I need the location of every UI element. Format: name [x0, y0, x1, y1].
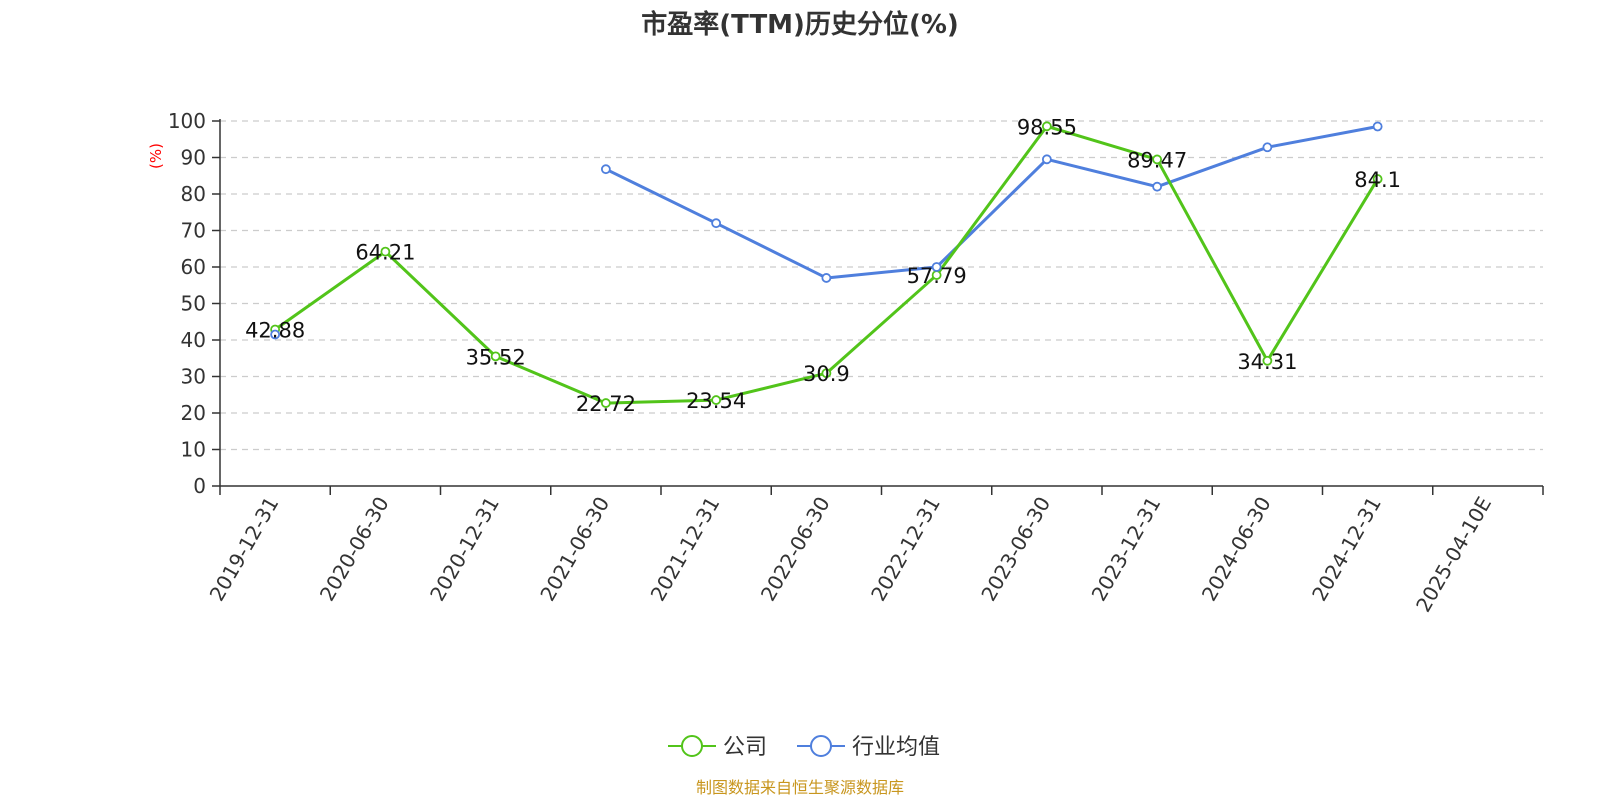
data-label: 84.1	[1354, 168, 1401, 192]
legend-marker	[810, 735, 832, 757]
data-label: 30.9	[803, 362, 850, 386]
data-label: 89.47	[1127, 148, 1187, 172]
y-tick-label: 10	[181, 438, 206, 462]
x-tick-label: 2023-12-31	[1087, 493, 1166, 606]
x-tick-label: 2023-06-30	[976, 493, 1055, 606]
x-tick-label: 2024-12-31	[1307, 493, 1386, 606]
legend-item[interactable]: 公司	[668, 735, 767, 760]
source-note: 制图数据来自恒生聚源数据库	[696, 778, 904, 797]
legend-item[interactable]: 行业均值	[797, 735, 940, 760]
data-point	[600, 164, 611, 175]
data-label: 23.54	[686, 389, 746, 413]
legend-label: 公司	[723, 735, 767, 760]
data-point	[821, 368, 832, 379]
data-label: 42.88	[245, 318, 305, 342]
y-tick-label: 80	[181, 182, 206, 206]
series-line	[605, 125, 1378, 280]
data-point	[600, 398, 611, 408]
data-point	[490, 351, 501, 362]
data-point	[270, 329, 281, 340]
legend-marker	[681, 735, 703, 757]
y-axis-unit: (%)	[147, 143, 165, 169]
data-point	[711, 395, 722, 405]
y-tick-label: 30	[181, 365, 206, 389]
data-label: 35.52	[466, 345, 526, 369]
x-tick-label: 2024-06-30	[1197, 493, 1276, 606]
y-tick-label: 90	[181, 146, 206, 170]
data-label: 22.72	[576, 392, 636, 416]
x-tick-label: 2022-06-30	[756, 493, 835, 606]
data-label: 34.31	[1237, 350, 1297, 374]
data-point	[1372, 174, 1383, 184]
chart-title: 市盈率(TTM)历史分位(%)	[641, 9, 959, 40]
data-point	[711, 218, 722, 229]
data-point	[1041, 154, 1052, 165]
x-tick-label: 2022-12-31	[866, 493, 945, 606]
x-tick-label: 2021-06-30	[535, 493, 614, 606]
data-point	[1152, 154, 1163, 165]
y-tick-label: 40	[181, 328, 206, 352]
y-tick-label: 70	[181, 219, 206, 243]
x-tick-label: 2020-06-30	[315, 493, 394, 606]
axes: 0 10 20 30 40 50 60 70 80 90 100 2019-12-31 2020-06-…	[168, 109, 1544, 617]
data-point	[1372, 121, 1383, 132]
data-point	[821, 273, 832, 283]
legend-label: 行业均值	[852, 735, 940, 760]
data-label: 98.55	[1017, 115, 1077, 139]
x-tick-label: 2025-04-10E	[1411, 493, 1496, 617]
y-tick-label: 60	[181, 255, 206, 279]
y-tick-label: 50	[181, 292, 206, 316]
legend[interactable]: 公司 行业均值	[668, 735, 940, 760]
data-labels: 42.88 64.21 35.52 22.72 23.54 30.9 57.79 98.55 8…	[245, 115, 1401, 416]
data-point	[1262, 355, 1273, 366]
x-tick-label: 2021-12-31	[646, 493, 725, 606]
data-label: 64.21	[355, 241, 415, 265]
data-label: 57.79	[907, 264, 967, 288]
data-point	[1262, 142, 1273, 153]
data-point	[931, 262, 942, 272]
y-tick-label: 20	[181, 401, 206, 425]
y-tick-label: 100	[168, 109, 206, 133]
data-point	[1041, 121, 1052, 132]
x-tick-label: 2019-12-31	[205, 493, 284, 606]
y-tick-label: 0	[193, 474, 206, 498]
data-points	[270, 121, 1383, 408]
data-point	[380, 246, 391, 257]
x-tick-label: 2020-12-31	[425, 493, 504, 606]
data-point	[1152, 181, 1163, 192]
grid-lines	[220, 120, 1543, 451]
